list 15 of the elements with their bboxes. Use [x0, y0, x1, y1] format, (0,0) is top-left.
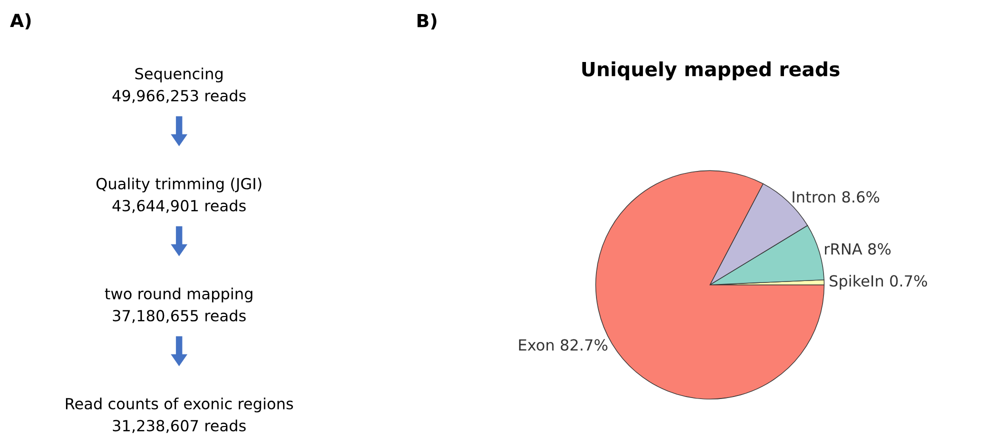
slice-label: Intron 8.6%: [792, 191, 880, 203]
text: 43,644,901 reads: [112, 200, 246, 213]
text: Quality trimming (JGI): [96, 178, 262, 192]
text: A): [10, 13, 31, 30]
slice-label: SpikeIn 0.7%: [830, 274, 928, 290]
text: 49,966,253 reads: [112, 90, 246, 103]
text: 31,238,607 reads: [112, 420, 246, 433]
text: Read counts of exonic regions: [66, 398, 293, 412]
text: two round mapping: [104, 288, 252, 302]
slice-label: rRNA 8%: [824, 243, 891, 255]
text: 37,180,655 reads: [112, 310, 246, 323]
text: Sequencing: [135, 68, 222, 82]
text: B): [418, 13, 436, 30]
chart-title: Uniquely mapped reads: [582, 61, 840, 80]
slice-label: Exon 82.7%: [519, 339, 608, 351]
